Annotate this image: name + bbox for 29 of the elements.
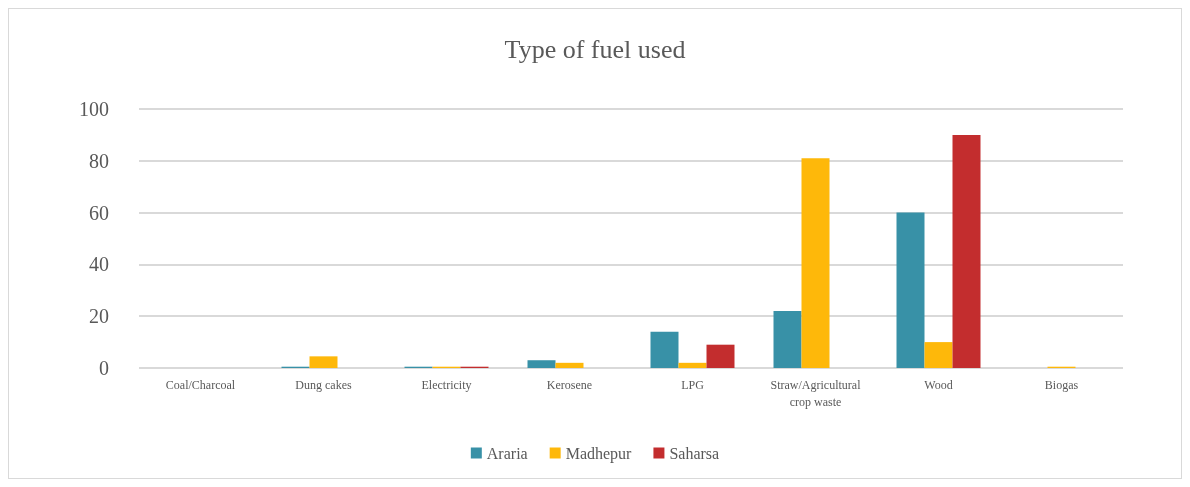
legend-label: Saharsa <box>669 444 720 462</box>
bar <box>801 158 830 368</box>
x-tick-label: Kerosene <box>546 377 593 392</box>
x-tick-label: Biogas <box>1044 377 1079 392</box>
bar <box>952 134 981 368</box>
y-tick-label: 80 <box>89 149 109 172</box>
x-tick-label: LPG <box>681 377 705 392</box>
y-tick-label: 0 <box>99 357 109 379</box>
chart-title: Type of fuel used <box>504 34 686 64</box>
x-tick-label: Wood <box>924 377 953 392</box>
x-tick-label: Straw/Agricultural crop waste <box>770 377 862 409</box>
bar <box>706 344 735 368</box>
y-tick-label: 20 <box>89 305 109 328</box>
y-tick-label: 40 <box>89 253 109 276</box>
legend-label: Araria <box>486 444 528 462</box>
bar <box>773 311 802 368</box>
bar <box>309 356 338 368</box>
y-tick-label: 60 <box>89 201 109 224</box>
bar <box>924 342 953 368</box>
y-tick-label: 100 <box>79 98 109 120</box>
x-tick-label: Dung cakes <box>295 377 352 392</box>
bar <box>650 331 679 368</box>
x-tick-label: Coal/Charcoal <box>165 377 236 392</box>
bar <box>678 362 707 368</box>
legend-label: Madhepur <box>565 444 633 463</box>
x-tick-label: Electricity <box>421 377 472 392</box>
bar <box>555 362 584 368</box>
bar <box>527 360 556 368</box>
bar <box>896 212 925 368</box>
